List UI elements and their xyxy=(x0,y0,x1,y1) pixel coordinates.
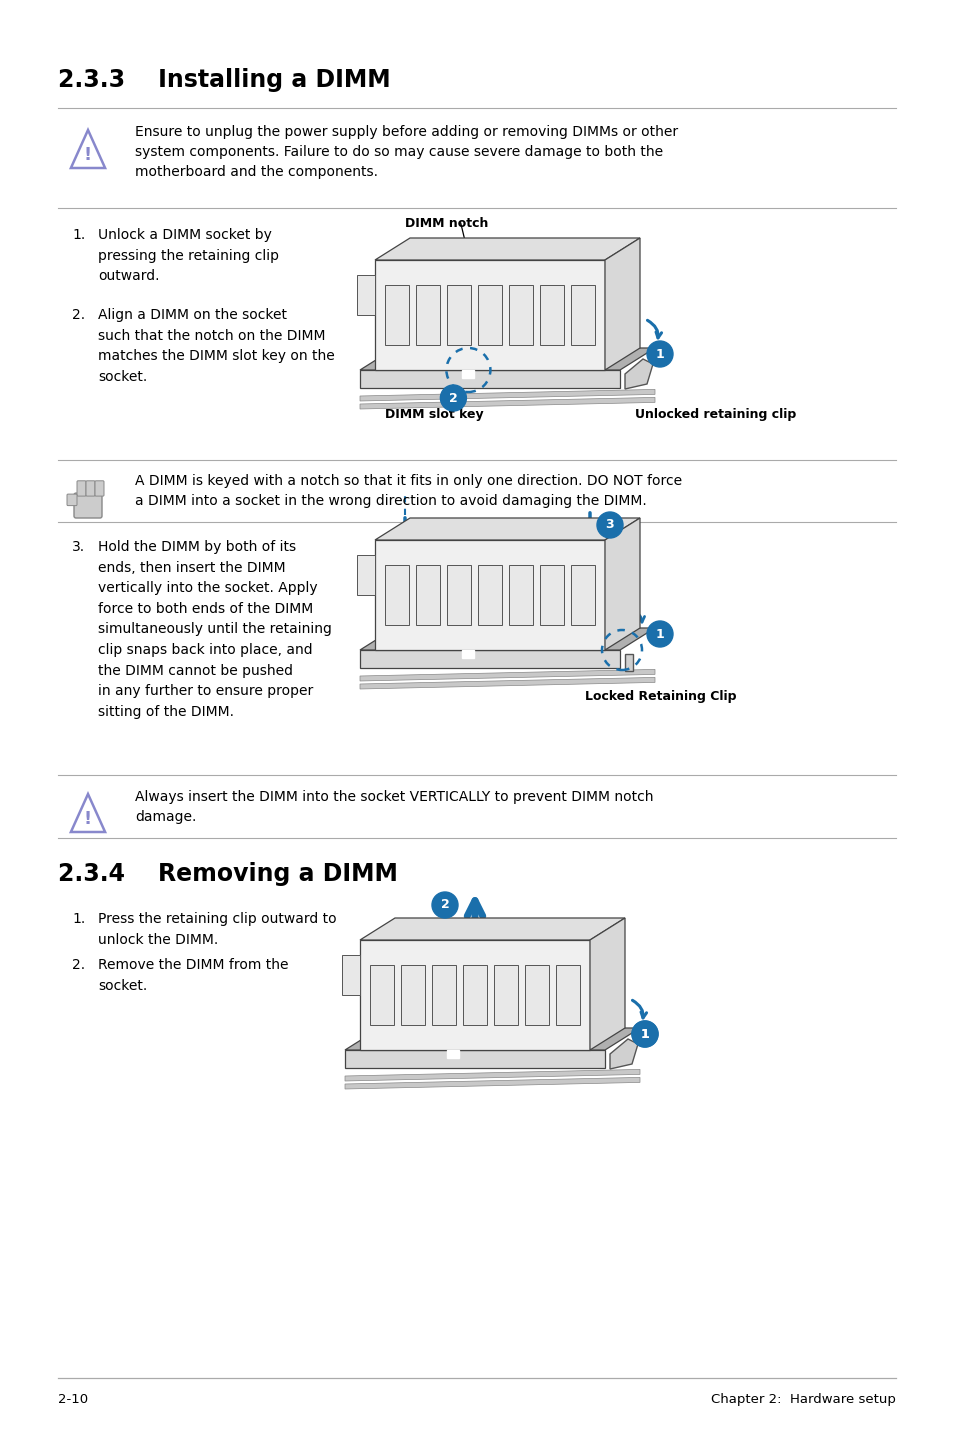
Polygon shape xyxy=(604,239,639,370)
Text: Unlock a DIMM socket by
pressing the retaining clip
outward.: Unlock a DIMM socket by pressing the ret… xyxy=(98,229,278,283)
Polygon shape xyxy=(345,1028,639,1050)
Polygon shape xyxy=(359,677,655,689)
Text: Ensure to unplug the power supply before adding or removing DIMMs or other
syste: Ensure to unplug the power supply before… xyxy=(135,125,678,180)
Text: 1: 1 xyxy=(655,348,663,361)
Circle shape xyxy=(631,1021,658,1047)
Polygon shape xyxy=(509,565,533,626)
Polygon shape xyxy=(375,239,639,260)
Text: 1.: 1. xyxy=(71,912,85,926)
Polygon shape xyxy=(385,285,409,345)
Polygon shape xyxy=(359,670,655,682)
Text: 3.: 3. xyxy=(71,541,85,554)
Polygon shape xyxy=(416,565,439,626)
Circle shape xyxy=(646,341,672,367)
Text: Always insert the DIMM into the socket VERTICALLY to prevent DIMM notch
damage.: Always insert the DIMM into the socket V… xyxy=(135,789,653,824)
FancyBboxPatch shape xyxy=(77,480,86,496)
Polygon shape xyxy=(432,965,456,1025)
FancyBboxPatch shape xyxy=(86,480,95,496)
Polygon shape xyxy=(359,940,589,1050)
Text: Unlocked retaining clip: Unlocked retaining clip xyxy=(635,408,796,421)
FancyBboxPatch shape xyxy=(95,480,104,496)
Polygon shape xyxy=(375,541,604,650)
Text: Chapter 2:  Hardware setup: Chapter 2: Hardware setup xyxy=(710,1393,895,1406)
Polygon shape xyxy=(356,555,375,595)
Polygon shape xyxy=(447,565,471,626)
Polygon shape xyxy=(370,965,394,1025)
Circle shape xyxy=(432,892,457,917)
Polygon shape xyxy=(539,565,563,626)
Polygon shape xyxy=(345,1070,639,1081)
Polygon shape xyxy=(341,955,359,995)
Text: 2: 2 xyxy=(440,899,449,912)
Polygon shape xyxy=(477,565,501,626)
Polygon shape xyxy=(589,917,624,1050)
Polygon shape xyxy=(604,518,639,650)
Text: !: ! xyxy=(84,810,92,828)
Text: 1: 1 xyxy=(655,627,663,640)
Polygon shape xyxy=(494,965,517,1025)
Polygon shape xyxy=(556,965,579,1025)
Text: 2.: 2. xyxy=(71,958,85,972)
Polygon shape xyxy=(359,917,624,940)
Circle shape xyxy=(646,621,672,647)
Text: Hold the DIMM by both of its
ends, then insert the DIMM
vertically into the sock: Hold the DIMM by both of its ends, then … xyxy=(98,541,332,719)
Polygon shape xyxy=(345,1050,604,1068)
Polygon shape xyxy=(359,650,619,669)
Text: 2: 2 xyxy=(449,391,457,404)
Polygon shape xyxy=(539,285,563,345)
FancyBboxPatch shape xyxy=(462,370,474,378)
Text: 2.3.3    Installing a DIMM: 2.3.3 Installing a DIMM xyxy=(58,68,390,92)
Text: 3: 3 xyxy=(605,519,614,532)
Polygon shape xyxy=(345,1077,639,1089)
Text: DIMM notch: DIMM notch xyxy=(405,217,488,230)
Text: DIMM slot key: DIMM slot key xyxy=(385,408,483,421)
Polygon shape xyxy=(375,260,604,370)
Text: A DIMM is keyed with a notch so that it fits in only one direction. DO NOT force: A DIMM is keyed with a notch so that it … xyxy=(135,475,681,508)
FancyBboxPatch shape xyxy=(462,650,474,659)
Polygon shape xyxy=(359,348,655,370)
Text: 2.3.4    Removing a DIMM: 2.3.4 Removing a DIMM xyxy=(58,861,397,886)
Polygon shape xyxy=(524,965,548,1025)
Text: Remove the DIMM from the
socket.: Remove the DIMM from the socket. xyxy=(98,958,288,992)
Polygon shape xyxy=(359,397,655,408)
Polygon shape xyxy=(359,628,655,650)
Text: Align a DIMM on the socket
such that the notch on the DIMM
matches the DIMM slot: Align a DIMM on the socket such that the… xyxy=(98,308,335,384)
FancyBboxPatch shape xyxy=(67,495,77,506)
FancyBboxPatch shape xyxy=(447,1050,459,1058)
Polygon shape xyxy=(447,285,471,345)
Circle shape xyxy=(597,512,622,538)
Polygon shape xyxy=(385,565,409,626)
Polygon shape xyxy=(359,370,619,388)
Text: 1.: 1. xyxy=(71,229,85,242)
Polygon shape xyxy=(359,390,655,401)
Polygon shape xyxy=(462,965,486,1025)
Polygon shape xyxy=(400,965,424,1025)
Circle shape xyxy=(440,385,466,411)
Text: 1: 1 xyxy=(640,1028,649,1041)
Polygon shape xyxy=(571,565,595,626)
Polygon shape xyxy=(571,285,595,345)
Polygon shape xyxy=(624,654,633,672)
Text: 2.: 2. xyxy=(71,308,85,322)
Text: 2-10: 2-10 xyxy=(58,1393,88,1406)
Polygon shape xyxy=(509,285,533,345)
Polygon shape xyxy=(375,518,639,541)
Text: Locked Retaining Clip: Locked Retaining Clip xyxy=(584,690,736,703)
Polygon shape xyxy=(477,285,501,345)
Polygon shape xyxy=(624,360,652,390)
Text: Press the retaining clip outward to
unlock the DIMM.: Press the retaining clip outward to unlo… xyxy=(98,912,336,946)
Polygon shape xyxy=(609,1040,638,1068)
FancyBboxPatch shape xyxy=(74,493,102,518)
Text: !: ! xyxy=(84,145,92,164)
Polygon shape xyxy=(416,285,439,345)
Polygon shape xyxy=(356,275,375,315)
Text: 1: 1 xyxy=(640,1028,649,1041)
Circle shape xyxy=(631,1021,658,1047)
